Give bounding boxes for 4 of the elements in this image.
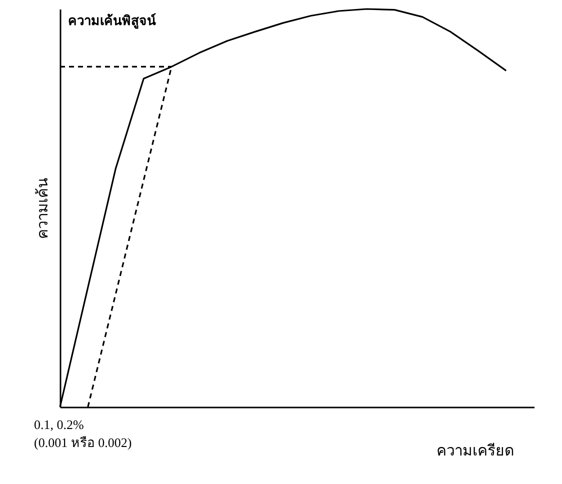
x-axis-title: ความเครียด	[436, 442, 514, 460]
y-axis-title: ความเค้น	[34, 178, 52, 239]
text: 0.1, 0.2% (0.001 หรือ 0.002)	[34, 417, 132, 450]
annotation: ความเค้นพิสูจน์	[68, 13, 156, 29]
